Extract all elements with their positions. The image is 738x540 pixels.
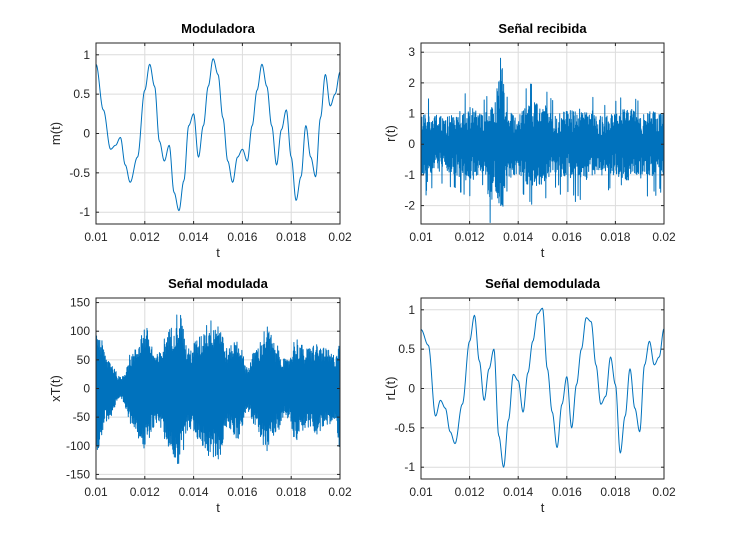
x-tick-label: 0.014 xyxy=(503,485,533,499)
chart-title: Señal recibida xyxy=(498,21,587,36)
y-tick-label: -1 xyxy=(404,168,415,182)
y-tick-label: 1 xyxy=(83,48,90,62)
chart-title: Señal modulada xyxy=(168,276,268,291)
series-line xyxy=(95,58,341,212)
subplot-1: 0.01 0.012 0.014 0.016 0.018 0.02 1 0.5 0 -0.5 -1 M… xyxy=(48,21,352,260)
x-tick-label: 0.016 xyxy=(227,230,257,244)
y-axis-label: rL(t) xyxy=(383,377,398,401)
chart-title: Moduladora xyxy=(181,21,255,36)
y-tick-label: 1 xyxy=(408,107,415,121)
x-tick-label: 0.014 xyxy=(179,485,209,499)
x-tick-label: 0.018 xyxy=(276,485,306,499)
x-tick-label: 0.016 xyxy=(227,485,257,499)
x-tick-label: 0.02 xyxy=(328,485,352,499)
subplot-4: 0.01 0.012 0.014 0.016 0.018 0.02 1 0.5 0 -0.5 -1 S… xyxy=(383,276,676,515)
x-tick-label: 0.014 xyxy=(503,230,533,244)
y-tick-label: 0.5 xyxy=(398,342,415,356)
y-tick-label: 0 xyxy=(408,382,415,396)
axes-frame xyxy=(420,42,665,225)
y-axis-label: r(t) xyxy=(383,125,398,142)
y-tick-label: 1 xyxy=(408,303,415,317)
x-tick-label: 0.018 xyxy=(600,230,630,244)
x-tick-label: 0.012 xyxy=(130,485,160,499)
chart-title: Señal demodulada xyxy=(485,276,601,291)
series-line xyxy=(420,307,665,468)
x-axis-label: t xyxy=(541,245,545,260)
y-tick-label: 50 xyxy=(77,353,91,367)
y-tick-label: -50 xyxy=(73,410,91,424)
x-axis-label: t xyxy=(216,500,220,515)
x-tick-label: 0.018 xyxy=(276,230,306,244)
subplot-2: 0.01 0.012 0.014 0.016 0.018 0.02 3 2 1 0 -1 -2 Seña… xyxy=(383,21,676,260)
y-tick-label: 150 xyxy=(70,296,90,310)
x-tick-label: 0.012 xyxy=(130,230,160,244)
x-axis-label: t xyxy=(216,245,220,260)
y-axis-label: m(t) xyxy=(48,122,63,145)
y-tick-label: -150 xyxy=(66,467,90,481)
y-tick-label: 0 xyxy=(83,382,90,396)
x-tick-label: 0.01 xyxy=(84,230,108,244)
x-tick-label: 0.016 xyxy=(552,485,582,499)
y-tick-label: -1 xyxy=(404,460,415,474)
y-tick-label: -100 xyxy=(66,439,90,453)
x-tick-label: 0.02 xyxy=(652,230,676,244)
y-tick-label: 0 xyxy=(408,137,415,151)
x-tick-label: 0.02 xyxy=(652,485,676,499)
y-tick-label: -0.5 xyxy=(69,166,90,180)
x-tick-label: 0.012 xyxy=(455,485,485,499)
y-tick-label: -1 xyxy=(79,205,90,219)
x-tick-label: 0.012 xyxy=(455,230,485,244)
x-tick-label: 0.02 xyxy=(328,230,352,244)
x-tick-label: 0.016 xyxy=(552,230,582,244)
x-tick-label: 0.01 xyxy=(409,230,433,244)
subplot-3: 0.01 0.012 0.014 0.016 0.018 0.02 150 100 50 0 -50… xyxy=(48,276,352,515)
x-axis-label: t xyxy=(541,500,545,515)
y-tick-label: 3 xyxy=(408,45,415,59)
y-tick-label: 0 xyxy=(83,127,90,141)
y-tick-label: -2 xyxy=(404,199,415,213)
y-tick-label: 100 xyxy=(70,324,90,338)
x-tick-label: 0.014 xyxy=(179,230,209,244)
series-line xyxy=(420,57,665,223)
y-tick-label: 0.5 xyxy=(73,87,90,101)
y-tick-label: 2 xyxy=(408,76,415,90)
x-tick-label: 0.01 xyxy=(409,485,433,499)
y-axis-label: xT(t) xyxy=(48,375,63,402)
series-line xyxy=(95,314,341,465)
x-tick-label: 0.018 xyxy=(600,485,630,499)
x-tick-label: 0.01 xyxy=(84,485,108,499)
y-tick-label: -0.5 xyxy=(394,421,415,435)
